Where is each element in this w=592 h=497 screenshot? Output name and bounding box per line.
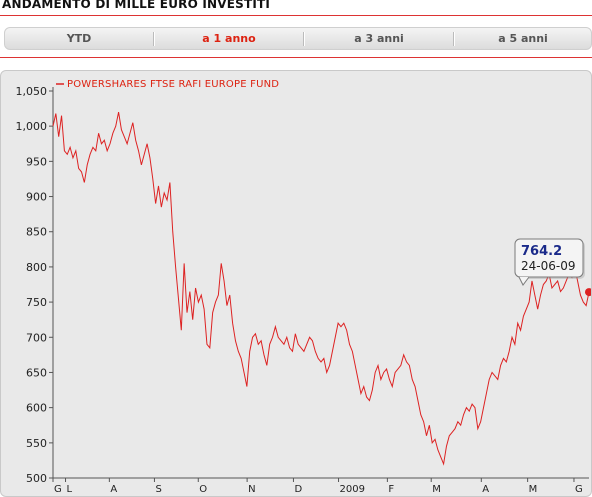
x-tick-label: G xyxy=(54,484,62,495)
y-tick-label: 600 xyxy=(26,402,47,415)
tab-5-anni[interactable]: a 5 anni xyxy=(498,32,548,45)
tab-3-anni[interactable]: a 3 anni xyxy=(354,32,404,45)
y-tick-label: 1,050 xyxy=(16,85,48,98)
line-chart: 500 550 600 650 700 750 800 850 900 950 1,000 1,050… xyxy=(16,79,591,495)
y-tick-label: 800 xyxy=(26,261,47,274)
x-tick-label: A xyxy=(482,484,489,495)
x-tick-label: L xyxy=(67,484,73,495)
y-tick-label: 950 xyxy=(26,155,47,168)
chart-panel: 500 550 600 650 700 750 800 850 900 950 1,000 1,050… xyxy=(0,70,592,497)
x-tick-label: G xyxy=(575,484,583,495)
legend-label: POWERSHARES FTSE RAFI EUROPE FUND xyxy=(67,79,279,90)
x-tick-label: N xyxy=(248,484,255,495)
tooltip-date: 24-06-09 xyxy=(521,259,575,273)
y-tick-label: 500 xyxy=(26,472,47,485)
page-title: ANDAMENTO DI MILLE EURO INVESTITI xyxy=(2,0,271,11)
last-point-marker xyxy=(585,288,591,297)
x-tick-label: M xyxy=(529,484,538,495)
y-tick-label: 1,000 xyxy=(16,120,48,133)
y-tick-label: 650 xyxy=(26,366,47,379)
x-tick-label: M xyxy=(432,484,441,495)
y-tick-label: 750 xyxy=(26,296,47,309)
x-tick-label: S xyxy=(155,484,161,495)
series-line xyxy=(52,112,590,466)
y-tick-label: 900 xyxy=(26,191,47,204)
tooltip-box xyxy=(514,238,584,278)
tooltip-value: 764.2 xyxy=(521,244,562,259)
period-tabs: YTD a 1 anno a 3 anni a 5 anni xyxy=(4,27,592,50)
y-tick-label: 550 xyxy=(26,437,47,450)
title-rule xyxy=(0,15,592,16)
x-tick-label: F xyxy=(388,484,394,495)
tabs-rule xyxy=(0,57,592,58)
x-tick-label: A xyxy=(110,484,117,495)
x-tick-label: O xyxy=(199,484,207,495)
tooltip-pointer xyxy=(518,276,530,286)
x-tick-label: D xyxy=(294,484,302,495)
tab-separator xyxy=(303,32,305,46)
tab-1-anno[interactable]: a 1 anno xyxy=(202,32,256,45)
y-tick-label: 850 xyxy=(26,226,47,239)
x-tick-label: 2009 xyxy=(340,484,365,495)
tab-separator xyxy=(453,32,455,46)
y-tick-label: 700 xyxy=(26,331,47,344)
tab-separator xyxy=(153,32,155,46)
tab-ytd[interactable]: YTD xyxy=(66,32,92,45)
